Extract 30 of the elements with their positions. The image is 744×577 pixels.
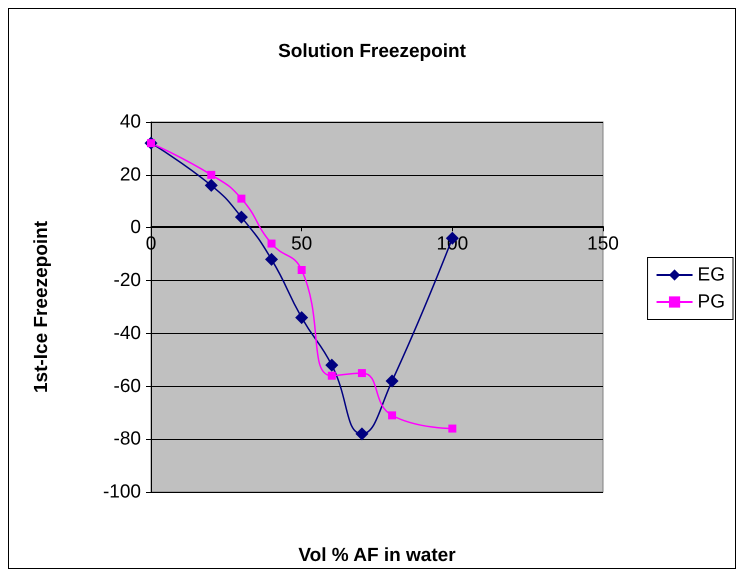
point: [358, 369, 366, 378]
legend-label: PG: [698, 292, 725, 312]
y-tick-label: -60: [114, 376, 141, 397]
point: [237, 194, 246, 203]
point: [204, 178, 218, 192]
point: [295, 311, 308, 324]
y-tick-label: -20: [114, 270, 141, 292]
y-axis-title: 1st-Ice Freezepoint: [31, 220, 52, 394]
x-tick-label: 150: [587, 233, 619, 254]
point: [328, 372, 336, 380]
y-tick-label: -100: [102, 482, 141, 502]
x-axis-title: Vol % AF in water: [298, 545, 456, 566]
point: [355, 427, 368, 440]
point: [388, 411, 396, 420]
chart-title: Solution Freezepoint: [278, 41, 467, 62]
legend-label: EG: [698, 264, 725, 286]
point: [207, 170, 216, 179]
y-tick-label: 0: [130, 217, 141, 238]
y-tick-label: 40: [120, 112, 141, 132]
point: [268, 240, 276, 248]
y-tick-label: -40: [114, 322, 141, 344]
x-tick-label: 50: [291, 233, 312, 254]
y-tick-label: -80: [114, 428, 141, 450]
point: [325, 358, 338, 372]
point: [234, 210, 248, 224]
point: [265, 252, 278, 266]
y-tick-label: 20: [120, 164, 141, 186]
point: [386, 374, 399, 388]
point: [298, 266, 306, 274]
point: [448, 424, 456, 433]
